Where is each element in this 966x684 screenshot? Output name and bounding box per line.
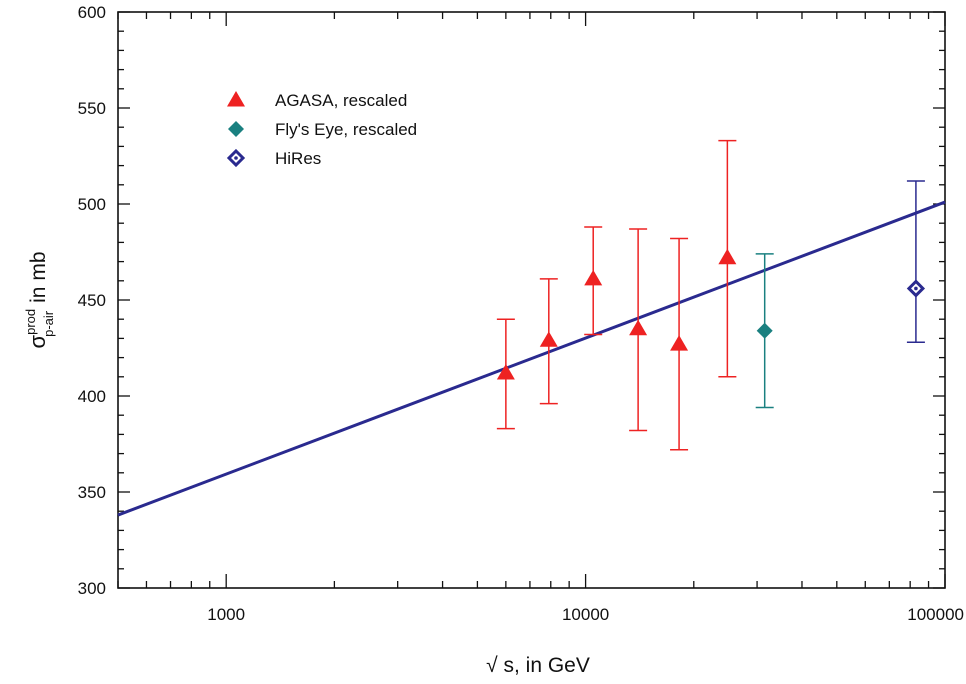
y-tick-label: 450: [78, 291, 106, 310]
x-tick-label: 10000: [562, 605, 609, 624]
x-tick-label: 1000: [207, 605, 245, 624]
fit-line-group: [117, 200, 946, 517]
series-1: [755, 253, 774, 409]
data-point: [496, 363, 515, 380]
y-axis-title: σprod p-air in mb: [23, 252, 56, 349]
x-tick-label: 100000: [907, 605, 964, 624]
data-point: [906, 279, 926, 298]
data-point: [718, 248, 737, 265]
y-tick-labels: 300 350 400 450 500 550 600: [78, 3, 106, 598]
data-point: [756, 322, 773, 339]
y-tick-label: 350: [78, 483, 106, 502]
y-tick-label: 600: [78, 3, 106, 22]
data-point: [584, 269, 603, 286]
y-tick-label: 500: [78, 195, 106, 214]
ylabel-symbol: σ: [25, 334, 50, 348]
open-diamond-dot: [914, 286, 918, 291]
axis-ticks: [117, 11, 946, 589]
data-point: [539, 331, 558, 347]
y-tick-label: 400: [78, 387, 106, 406]
data-point: [670, 335, 689, 351]
legend-marker: [226, 148, 246, 168]
series-2: [906, 180, 926, 343]
y-tick-label: 550: [78, 99, 106, 118]
legend: AGASA, rescaled Fly's Eye, rescaled HiRes: [226, 91, 417, 168]
x-axis-title: √ s, in GeV: [486, 654, 590, 677]
x-tick-labels: 1000 10000 100000: [207, 605, 964, 624]
ylabel-superscript: prod: [23, 309, 38, 335]
plot-frame: [117, 11, 946, 589]
legend-marker: [228, 121, 244, 137]
legend-label: HiRes: [275, 149, 321, 168]
legend-marker: [227, 91, 245, 107]
data-points: [496, 139, 926, 451]
series-0: [496, 139, 737, 451]
ylabel-unit: in mb: [27, 252, 50, 303]
data-point: [629, 319, 648, 336]
open-diamond-dot: [234, 156, 238, 160]
y-tick-label: 300: [78, 579, 106, 598]
fit-line: [117, 200, 946, 517]
legend-label: Fly's Eye, rescaled: [275, 120, 417, 139]
legend-label: AGASA, rescaled: [275, 91, 407, 110]
ylabel-subscript: p-air: [41, 310, 56, 337]
